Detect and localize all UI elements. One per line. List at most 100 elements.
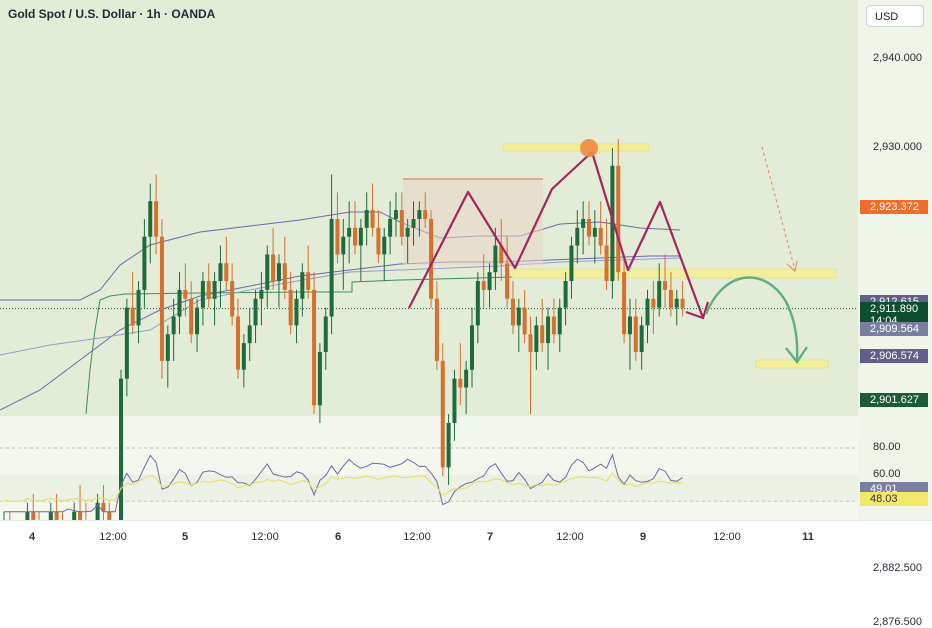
candle-body [587,218,591,237]
candle-body [183,289,188,299]
candle-body [171,316,176,335]
candle-body [271,254,276,282]
candle-body [119,378,123,520]
price-scale[interactable] [858,0,932,520]
candle-body [616,165,621,273]
time-axis-label: 12:00 [99,531,127,543]
candle-body [440,360,445,468]
price-badge: 2,906.574 [860,348,928,363]
ma-mid-line [0,257,681,356]
time-axis-label: 5 [181,531,189,543]
candle-body [353,227,357,246]
time-axis-label: 6 [334,531,342,543]
pattern-arrowhead [685,301,710,320]
candle-body [54,511,59,520]
candle-body [592,227,597,237]
price-badge-value: 2,901.627 [870,393,919,406]
projection-curve [704,276,799,361]
candle-body [663,281,668,290]
price-tick-label: 2,882.500 [873,562,922,575]
candle-body [72,511,77,520]
candle-body [633,316,638,353]
candle-body [48,511,53,520]
candle-body [651,298,656,308]
candle-body [78,511,83,520]
time-axis-label: 12:00 [403,531,431,543]
candle-body [505,263,510,299]
candle-body [124,307,129,379]
candle-body [282,263,287,290]
symbol-title[interactable]: Gold Spot / U.S. Dollar · 1h · OANDA [8,7,216,21]
support-zone [511,268,837,279]
candle-body [481,281,486,290]
candle-body [569,245,574,282]
candle-body [546,316,551,344]
candle-body [136,289,141,326]
rsi-signal-line [3,471,683,502]
candle-body [610,165,615,282]
forecast-dashed-arrowhead [786,260,798,272]
rsi-badge: 48.03 [860,491,928,506]
candle-body [130,307,135,326]
time-axis-label: 4 [28,531,36,543]
candle-body [95,502,100,520]
candle-body [236,316,240,370]
candle-body [200,281,205,308]
candle-body [668,289,673,308]
currency-button[interactable]: USD [866,5,924,27]
forecast-dashed-line [761,146,796,271]
time-axis[interactable] [0,520,932,551]
candle-body [288,289,293,326]
candle-body [388,218,393,237]
target-zone [755,359,829,369]
price-tick-label: 2,876.500 [873,615,922,628]
rsi-band [0,474,858,502]
candle-body [657,281,662,308]
candle-body [107,511,112,520]
candle-body [627,316,632,335]
candle-body [241,343,246,370]
time-axis-label: 9 [639,531,647,543]
candle-body [247,325,252,344]
candle-body [423,210,428,219]
candle-body [265,254,270,290]
candle-body [499,245,504,264]
candle-body [510,298,515,326]
resistance-zone [502,143,650,152]
candle-body [429,218,434,299]
candle-body [639,325,644,353]
candle-body [581,218,586,228]
price-badge-value: 2,911.890 [870,302,919,315]
candle-body [598,227,603,246]
price-badge: 2,909.564 [860,322,928,337]
candle-body [493,245,498,273]
candle-body [358,227,363,246]
price-tick-label: 2,930.000 [873,141,922,153]
candle-body [551,316,556,335]
range-box [403,179,543,265]
candle-body [405,227,410,237]
candle-body [276,263,281,282]
candle-body [300,272,305,299]
candle-body [148,201,153,237]
candle-body [25,511,30,520]
candle-body [218,263,223,282]
candle-body [622,272,627,335]
candle-body [516,307,521,326]
candle-body [212,281,217,299]
time-axis-label: 12:00 [713,531,741,543]
candle-body [645,298,650,326]
candle-body [534,325,539,353]
candle-body [206,281,211,299]
candle-body [434,298,439,361]
candle-body [487,272,492,290]
candle-body [294,298,299,326]
candle-body [230,281,235,317]
pane-separator[interactable] [0,416,932,444]
candle-body [470,325,474,370]
projection-arrowhead [785,346,808,365]
candle-body [417,210,422,219]
chart-canvas [0,139,858,520]
price-tick-label: 2,940.000 [873,52,922,65]
